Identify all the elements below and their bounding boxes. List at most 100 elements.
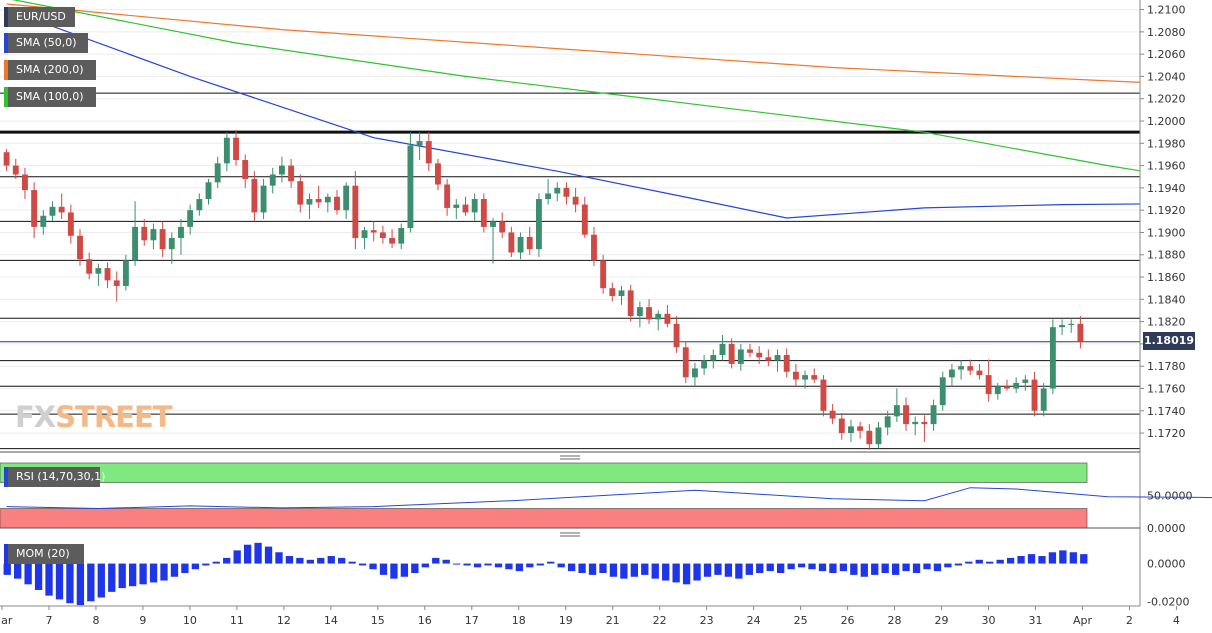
mom-bar [651,563,659,579]
candle [1004,379,1010,391]
candle [526,226,533,255]
candle [168,232,175,264]
mom-bar [756,563,764,573]
mom-bar [891,563,900,575]
candle-body [691,368,698,378]
candle-body [792,371,799,380]
candle-body [1068,323,1075,325]
mom-bar [578,563,586,573]
candle [1031,371,1038,417]
candles[interactable] [3,129,1084,450]
watermark-street: STREET [55,400,172,434]
candle [636,301,643,328]
candle [811,368,818,383]
candle-body [77,235,83,260]
candle-body [67,212,74,236]
legend-sma100: SMA (100,0) [4,87,96,107]
candle-body [95,268,102,274]
candle-body [535,199,542,250]
candle-body [12,165,19,175]
rsi-tick-label: 0.0000 [1147,522,1186,535]
mom-bar [1080,554,1088,564]
x-tick-label: 17 [465,614,479,627]
candle [554,182,561,202]
mom-bar [76,563,85,606]
mom-bar [400,563,409,577]
candle [939,371,946,411]
x-tick-label: 14 [324,614,338,627]
candle-body [517,236,524,253]
price-tick-label: 1.2000 [1147,115,1186,128]
candle-body [948,369,955,378]
candle-body [646,307,652,320]
candle [747,343,753,358]
candle [398,223,405,250]
mom-bar [547,561,555,564]
legend-sma200: SMA (200,0) [4,60,96,80]
mom-bar [923,563,931,570]
candle [719,334,726,361]
candle [1059,319,1065,335]
candle [370,221,377,242]
price-panel-bg [0,4,1140,452]
price-grid [0,4,1140,452]
mom-bar [808,563,816,570]
mom-bar [567,563,576,572]
price-tick-label: 1.2060 [1147,48,1186,61]
panel-resize-handle[interactable] [560,532,580,537]
mom-bar [379,563,388,575]
mom-bar [505,563,513,570]
candle [95,263,102,286]
candle [1068,319,1075,333]
candle [159,221,166,257]
candle [930,399,937,431]
mom-bar [986,561,994,564]
candle-body [1031,379,1038,411]
watermark-fx: FX [15,400,56,434]
candle-body [31,190,38,227]
candle [655,310,662,331]
candle [86,252,93,280]
candle-body [187,210,194,227]
x-tick-label: 7 [45,614,52,627]
panel-dividers[interactable] [0,451,1140,537]
candle [324,193,331,213]
price-tick-label: 1.1740 [1147,405,1186,418]
candle [251,171,258,222]
x-tick-label: 18 [512,614,526,627]
mom-bar [432,557,440,564]
mom-bar [829,563,837,573]
candle-body [343,185,350,211]
x-tick-label: 15 [371,614,385,627]
mom-bar [735,563,743,579]
x-tick-label: 16 [418,614,432,627]
candle [453,199,460,220]
mom-bar [243,544,252,564]
candle-body [444,184,451,208]
candle [242,154,249,188]
candle [141,219,148,246]
panel-resize-handle[interactable] [560,455,580,460]
mom-bar [14,563,22,579]
candle-body [591,234,597,261]
candle [490,217,496,264]
candle-body [719,343,726,356]
candle-body [811,375,818,380]
price-tick-label: 1.1900 [1147,226,1186,239]
price-tick-label: 1.1760 [1147,382,1186,395]
candle [233,129,239,166]
mom-bar [139,563,147,585]
candle-body [820,379,827,411]
candle [563,182,570,205]
mom-bar [871,563,879,575]
candle-body [829,410,836,419]
legend-symbol-label: EUR/USD [16,10,66,23]
candle [178,219,184,255]
mom-bar [285,556,294,564]
candle-body [40,215,47,227]
candle-body [122,260,129,286]
mom-bar [233,550,241,564]
candle [297,174,304,213]
mom-bar [609,563,618,577]
